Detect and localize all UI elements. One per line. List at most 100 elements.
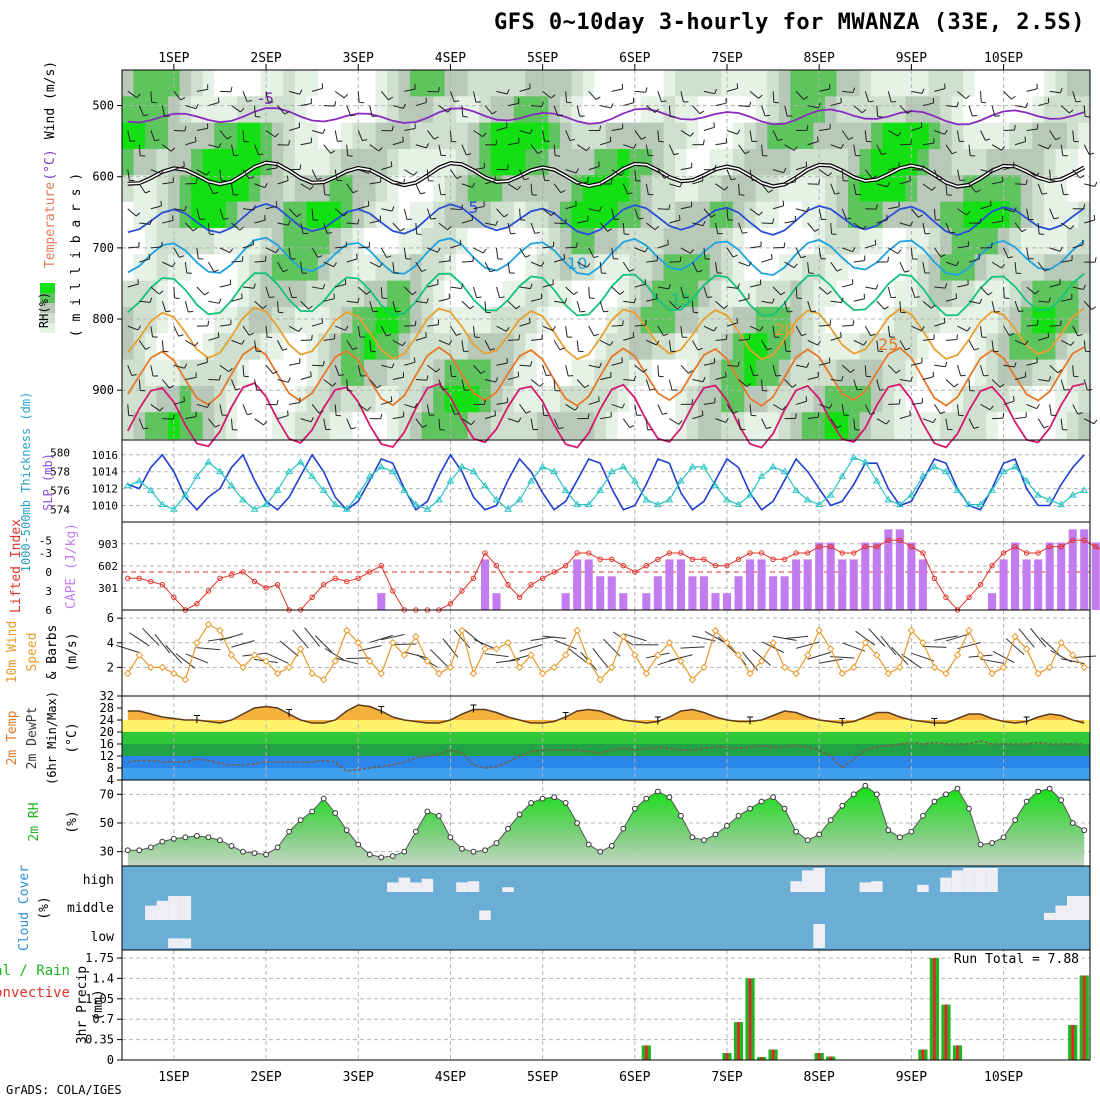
rh-cell bbox=[986, 227, 999, 255]
cloud-high-bar bbox=[387, 882, 399, 892]
wind-barb bbox=[600, 141, 611, 146]
wind-barb bbox=[853, 183, 857, 195]
wind-barb-flag bbox=[732, 254, 738, 258]
wind-barb-flag bbox=[856, 388, 863, 391]
wind-barb bbox=[219, 404, 223, 416]
rh-cell bbox=[398, 385, 411, 413]
cape-bar bbox=[872, 542, 881, 610]
li-tick-label: -5 bbox=[39, 534, 52, 547]
wind-barb bbox=[577, 220, 589, 224]
lifted-index-marker bbox=[643, 562, 650, 569]
cloud-middle-bar bbox=[168, 896, 180, 920]
rh-cell bbox=[1009, 412, 1022, 440]
rh-cell bbox=[1078, 280, 1091, 308]
wind-barb-flag bbox=[442, 388, 448, 391]
wind-barb bbox=[242, 365, 245, 377]
wind-speed-marker bbox=[757, 657, 766, 665]
wind-barb bbox=[1037, 144, 1049, 150]
wind-barb bbox=[1038, 102, 1049, 107]
wind-barb bbox=[196, 169, 207, 176]
rh-cell bbox=[410, 201, 423, 229]
wind-barb-flag bbox=[528, 317, 531, 323]
rh-cell bbox=[824, 148, 838, 176]
wind-barb bbox=[427, 247, 438, 253]
wind-barb bbox=[196, 88, 208, 92]
rh-cell bbox=[375, 306, 388, 334]
wind-barb bbox=[173, 286, 176, 299]
wind-barb bbox=[219, 364, 230, 373]
thickness-marker bbox=[158, 500, 167, 508]
wind-barb-flag bbox=[874, 239, 877, 245]
wind-barb bbox=[531, 105, 543, 107]
wind-barb bbox=[657, 286, 669, 290]
wind-barb-flag bbox=[1069, 225, 1075, 230]
rh-cell bbox=[133, 412, 146, 440]
wind-barb-flag bbox=[803, 96, 809, 100]
wind-barb bbox=[888, 206, 900, 210]
temp-contour bbox=[127, 236, 1085, 277]
rh-cell bbox=[340, 70, 354, 97]
wind-barb bbox=[1003, 286, 1005, 299]
wind-speed-marker bbox=[319, 675, 328, 684]
rh-cell bbox=[145, 70, 158, 97]
rh-cell bbox=[836, 280, 849, 308]
wind-barb bbox=[404, 88, 416, 92]
wind-barb-flag bbox=[391, 206, 395, 212]
lifted-index-marker bbox=[770, 556, 776, 563]
wind-barb-flag bbox=[1057, 369, 1062, 374]
rh-marker bbox=[274, 844, 281, 851]
wind-barb-flag bbox=[678, 214, 681, 221]
rh-cell bbox=[571, 385, 584, 413]
wind-barb bbox=[1060, 105, 1070, 114]
wind-barb bbox=[484, 261, 491, 273]
cloud-high-bar bbox=[801, 870, 814, 892]
wind-barb bbox=[703, 208, 712, 218]
wind-barb bbox=[127, 404, 130, 416]
wind-barb bbox=[749, 245, 762, 249]
precip-convective-bar bbox=[725, 1053, 729, 1060]
rh-cell bbox=[928, 175, 941, 203]
thickness-marker bbox=[481, 481, 489, 489]
wind-barb bbox=[219, 208, 224, 220]
rh-cell bbox=[145, 96, 158, 124]
wind-barb bbox=[715, 376, 727, 381]
wind-barb-flag bbox=[207, 320, 210, 326]
wind-barb bbox=[772, 130, 779, 141]
wind-barb bbox=[876, 144, 882, 155]
wind-barb bbox=[472, 326, 476, 338]
wind-barb-flag bbox=[627, 192, 633, 195]
wind-barb bbox=[242, 244, 254, 249]
wind-barb bbox=[392, 339, 403, 347]
wind-barb bbox=[565, 205, 577, 210]
wind-speed-marker bbox=[1034, 669, 1042, 678]
wind-barb bbox=[519, 404, 527, 414]
rh-cell bbox=[387, 385, 400, 413]
wind-barb-flag bbox=[178, 334, 184, 337]
wind-speed-marker bbox=[331, 657, 339, 665]
surface-wind-barb bbox=[795, 641, 820, 649]
thickness-marker bbox=[1022, 477, 1031, 484]
temperature-band bbox=[122, 756, 1090, 768]
rh-cell bbox=[928, 412, 941, 440]
wind-barb-flag bbox=[863, 340, 867, 346]
rh-marker bbox=[551, 794, 558, 801]
wind-barb-flag bbox=[344, 325, 349, 331]
rh-cell bbox=[1032, 280, 1045, 308]
rh-cell bbox=[225, 385, 238, 413]
wind-barb bbox=[899, 414, 911, 420]
rh-cell bbox=[767, 227, 780, 255]
rh-cell bbox=[836, 306, 849, 334]
wind-barb-flag bbox=[574, 406, 579, 411]
rh-cell bbox=[559, 201, 573, 229]
rh-cell bbox=[433, 175, 446, 203]
rh-cell bbox=[951, 306, 964, 334]
cloud-background bbox=[122, 866, 1090, 950]
wind10m-axis-label: 10m Wind bbox=[5, 621, 20, 684]
wind-barb-flag bbox=[629, 268, 635, 272]
wind-barb bbox=[703, 126, 715, 131]
wind-barb-flag bbox=[609, 136, 612, 142]
rh-cell bbox=[848, 359, 861, 387]
thickness-marker bbox=[1011, 462, 1019, 470]
thickness-marker bbox=[677, 477, 685, 484]
rh-cell bbox=[755, 227, 768, 255]
